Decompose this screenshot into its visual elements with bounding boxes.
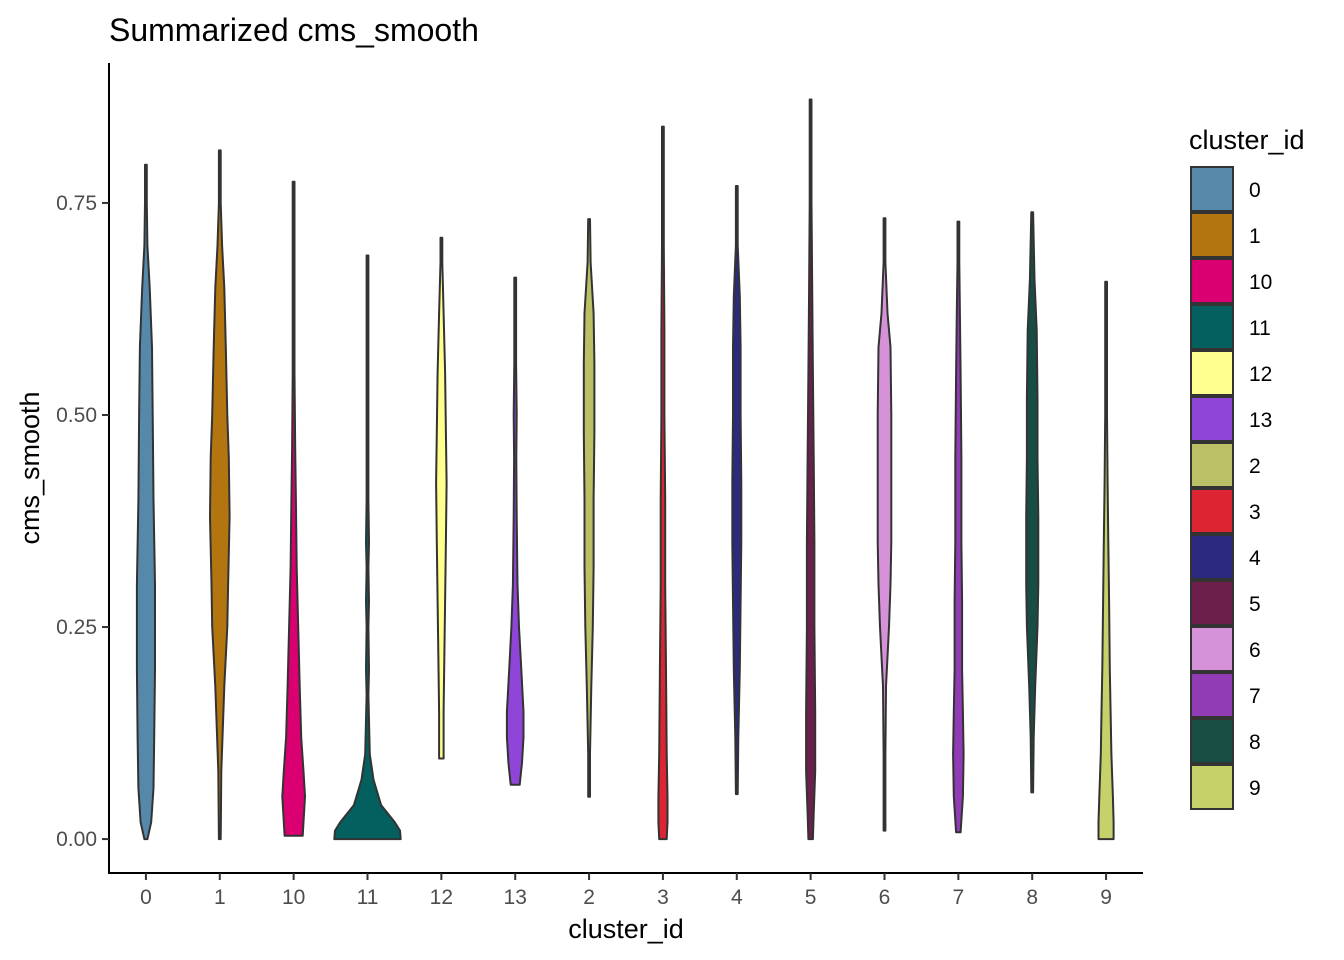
- legend-label-9: 9: [1249, 777, 1261, 800]
- x-tick-label: 2: [583, 886, 595, 909]
- x-tick-label: 0: [140, 886, 152, 909]
- legend-label-6: 6: [1249, 639, 1261, 662]
- x-tick-label: 13: [504, 886, 527, 909]
- legend-key-0: [1190, 166, 1234, 212]
- legend-key-11: [1190, 304, 1234, 350]
- violin-9: [1097, 280, 1115, 841]
- legend-title: cluster_id: [1189, 125, 1305, 155]
- y-ticks: 0.00 0.25 0.50 0.75: [56, 192, 109, 851]
- legend-key-1: [1190, 212, 1234, 258]
- x-ticks: 0 1 10 11 12 13 2 3 4 5 6 7 8 9: [140, 873, 1112, 909]
- violin-3: [657, 125, 669, 841]
- legend-label-0: 0: [1249, 179, 1261, 202]
- legend-label-4: 4: [1249, 547, 1261, 570]
- legend-key-8: [1190, 718, 1234, 764]
- legend-key-5: [1190, 580, 1234, 626]
- legend-label-5: 5: [1249, 593, 1261, 616]
- x-tick-label: 6: [879, 886, 891, 909]
- legend-key-12: [1190, 350, 1234, 396]
- legend-key-7: [1190, 672, 1234, 718]
- legend-key-2: [1190, 442, 1234, 488]
- x-tick-label: 10: [282, 886, 305, 909]
- x-tick-label: 9: [1100, 886, 1112, 909]
- violin-1: [209, 149, 231, 841]
- x-tick-label: 8: [1026, 886, 1038, 909]
- legend-label-2: 2: [1249, 455, 1261, 478]
- legend-key-6: [1190, 626, 1234, 672]
- violin-4: [731, 185, 743, 796]
- violin-11: [333, 254, 402, 841]
- legend-key-4: [1190, 534, 1234, 580]
- legend-label-13: 13: [1249, 409, 1272, 432]
- chart-title: Summarized cms_smooth: [109, 12, 479, 48]
- x-tick-label: 3: [657, 886, 669, 909]
- x-tick-label: 1: [214, 886, 226, 909]
- x-tick-label: 5: [805, 886, 817, 909]
- violins-layer: [135, 98, 1115, 841]
- legend-key-13: [1190, 396, 1234, 442]
- legend-label-8: 8: [1249, 731, 1261, 754]
- legend: cluster_id 0 1 10 11 12 13 2 3 4 5 6 7 8 9: [1189, 125, 1305, 810]
- violin-0: [135, 163, 156, 841]
- violin-7: [952, 220, 965, 834]
- x-tick-label: 7: [953, 886, 965, 909]
- legend-label-1: 1: [1249, 225, 1261, 248]
- violin-8: [1025, 211, 1040, 794]
- violin-10: [281, 180, 306, 837]
- y-tick-label: 0.25: [56, 616, 97, 639]
- x-axis-title: cluster_id: [568, 914, 684, 944]
- x-tick-label: 4: [731, 886, 743, 909]
- x-tick-label: 11: [357, 886, 379, 909]
- axes-layer: [108, 63, 1143, 874]
- violin-2: [582, 218, 596, 798]
- legend-label-10: 10: [1249, 271, 1272, 294]
- y-tick-label: 0.50: [56, 404, 97, 427]
- violin-13: [505, 276, 525, 786]
- violin-5: [805, 98, 817, 841]
- legend-label-12: 12: [1249, 363, 1272, 386]
- legend-key-10: [1190, 258, 1234, 304]
- legend-label-7: 7: [1249, 685, 1261, 708]
- legend-key-3: [1190, 488, 1234, 534]
- violin-6: [876, 217, 893, 832]
- y-tick-label: 0.00: [56, 828, 97, 851]
- violin-12: [435, 236, 448, 760]
- legend-label-11: 11: [1249, 317, 1271, 340]
- legend-key-9: [1190, 764, 1234, 810]
- y-tick-label: 0.75: [56, 192, 97, 215]
- legend-label-3: 3: [1249, 501, 1261, 524]
- y-axis-title: cms_smooth: [15, 391, 45, 544]
- x-tick-label: 12: [430, 886, 453, 909]
